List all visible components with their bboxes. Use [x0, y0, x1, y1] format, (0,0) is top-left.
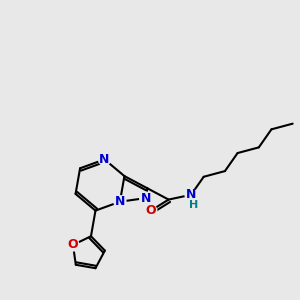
Text: N: N [115, 195, 125, 208]
Text: O: O [146, 204, 156, 217]
Circle shape [145, 205, 157, 217]
Circle shape [98, 153, 110, 165]
Text: N: N [186, 188, 196, 201]
Circle shape [185, 189, 197, 201]
Text: N: N [99, 153, 110, 166]
Text: O: O [68, 238, 78, 251]
Circle shape [67, 239, 79, 251]
Circle shape [114, 196, 126, 208]
Text: N: N [140, 192, 151, 205]
Text: H: H [188, 200, 198, 210]
Circle shape [140, 192, 152, 204]
